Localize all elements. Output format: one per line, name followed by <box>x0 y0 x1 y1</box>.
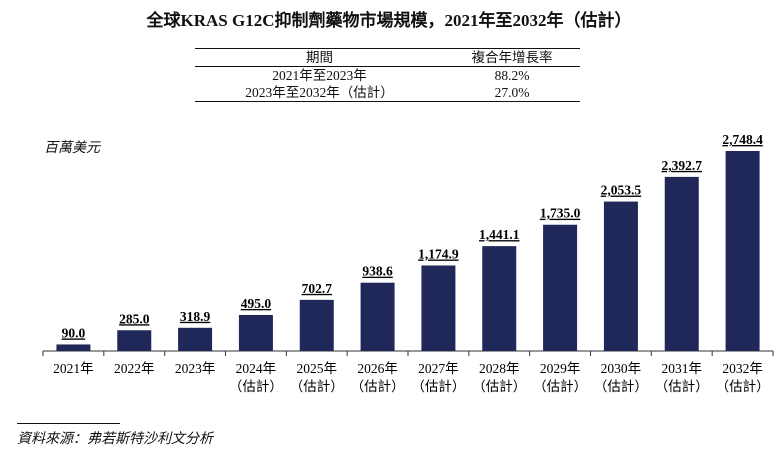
x-tick-sublabel: （估計） <box>533 379 587 394</box>
bar <box>238 314 273 351</box>
data-label: 2,748.4 <box>722 132 763 147</box>
chart-title: 全球KRAS G12C抑制劑藥物市場規模，2021年至2032年（估計） <box>146 11 632 30</box>
bar <box>421 265 456 351</box>
x-tick-sublabel: （估計） <box>594 379 648 394</box>
y-axis-unit: 百萬美元 <box>44 141 100 156</box>
data-label: 1,174.9 <box>418 247 459 262</box>
data-label: 2,053.5 <box>601 183 642 198</box>
bar <box>543 224 578 351</box>
x-tick-label: 2021年 <box>53 361 94 376</box>
x-tick-sublabel: （估計） <box>411 379 465 394</box>
x-tick-label: 2025年 <box>297 361 338 376</box>
data-label: 702.7 <box>302 281 333 296</box>
bar <box>117 330 152 351</box>
x-tick-label: 2031年 <box>662 361 703 376</box>
bar <box>178 327 213 351</box>
cagr-cell: 88.2% <box>494 68 530 83</box>
x-tick-sublabel: （估計） <box>290 379 344 394</box>
x-tick-label: 2026年 <box>357 361 398 376</box>
bar <box>360 282 395 351</box>
x-tick-label: 2023年 <box>175 361 216 376</box>
data-label: 495.0 <box>241 296 272 311</box>
table-row: 2023年至2032年（估計） 27.0% <box>195 84 580 102</box>
source-divider <box>17 423 120 424</box>
x-tick-sublabel: （估計） <box>716 379 770 394</box>
data-label: 1,735.0 <box>540 206 581 221</box>
table-header-row: 期間 複合年增長率 <box>195 48 580 67</box>
x-tick-label: 2024年 <box>236 361 277 376</box>
data-label: 90.0 <box>62 325 86 340</box>
bar <box>299 299 334 351</box>
x-tick-sublabel: （估計） <box>229 379 283 394</box>
bar <box>56 344 91 351</box>
table-row: 2021年至2023年 88.2% <box>195 67 580 85</box>
x-tick-label: 2027年 <box>418 361 459 376</box>
x-tick-sublabel: （估計） <box>472 379 526 394</box>
bar <box>725 151 760 351</box>
source-note: 資料來源：弗若斯特沙利文分析 <box>17 432 213 447</box>
header-cagr: 複合年增長率 <box>471 50 553 65</box>
period-cell: 2023年至2032年（估計） <box>245 85 394 100</box>
cagr-cell: 27.0% <box>494 85 530 100</box>
bar <box>664 176 699 351</box>
x-tick-label: 2022年 <box>114 361 155 376</box>
bar <box>603 201 638 351</box>
x-tick-label: 2028年 <box>479 361 520 376</box>
period-cell: 2021年至2023年 <box>272 68 367 83</box>
data-label: 285.0 <box>119 311 150 326</box>
x-tick-sublabel: （估計） <box>351 379 405 394</box>
data-label: 318.9 <box>180 309 211 324</box>
x-tick-label: 2030年 <box>601 361 642 376</box>
x-tick-label: 2032年 <box>722 361 763 376</box>
cagr-table: 期間 複合年增長率 2021年至2023年 88.2% 2023年至2032年（… <box>195 48 580 102</box>
data-label: 2,392.7 <box>662 158 703 173</box>
header-period: 期間 <box>306 50 334 65</box>
x-tick-sublabel: （估計） <box>655 379 709 394</box>
data-label: 1,441.1 <box>479 227 520 242</box>
x-tick-label: 2029年 <box>540 361 581 376</box>
data-label: 938.6 <box>362 264 393 279</box>
bar <box>482 246 517 351</box>
